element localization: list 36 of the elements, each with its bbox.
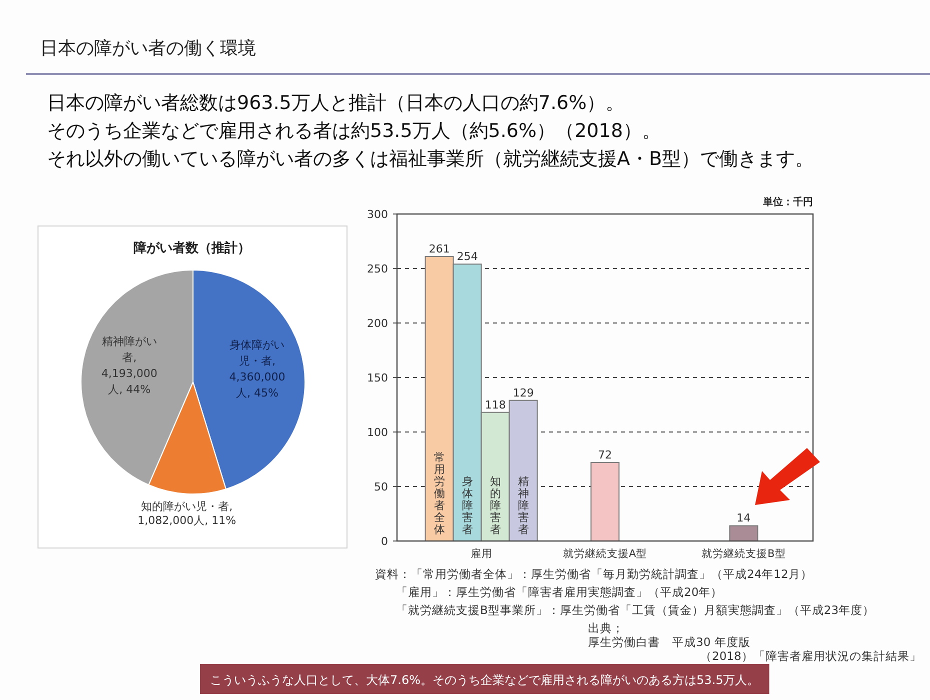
slice-label: 身体障がい児・者, 4,360,000人, 45% xyxy=(229,338,286,400)
y-tick-label: 0 xyxy=(381,535,388,548)
text: 日本の障がい者総数は963.5万人と推計（日本の人口の約7.6%）。 xyxy=(47,92,625,114)
y-tick-label: 250 xyxy=(367,262,388,276)
text: こういうふうな人口として、大体7.6%。そのうち企業などで雇用される障がいのある方は53.5万人。 xyxy=(210,673,760,687)
y-tick-label: 50 xyxy=(374,480,388,494)
text: 資料：「常用労働者全体」：厚生労働省「毎月勤労統計調査」（平成24年12月） xyxy=(375,567,812,581)
data-label: 14 xyxy=(736,512,751,525)
text: 厚生労働白書 平成30 年度版 xyxy=(588,635,750,649)
slice-label: 知的障がい児・者, 1,082,000人, 11% xyxy=(138,500,236,527)
data-label: 261 xyxy=(428,242,450,256)
source-note: 出典； xyxy=(588,621,624,635)
x-tick-label: 雇用 xyxy=(470,547,492,560)
y-axis-title: 単位：千円 xyxy=(762,196,813,208)
series-label: 精神障害者 xyxy=(518,475,529,536)
y-tick-label: 100 xyxy=(367,426,388,439)
y-tick-label: 150 xyxy=(367,372,388,384)
chart-title: 障がい者数（推計） xyxy=(134,240,250,256)
series-label: 常用労働者全体 xyxy=(434,451,445,536)
y-tick-label: 300 xyxy=(367,208,388,221)
text: 日本の障がい者の働く環境 xyxy=(40,38,256,59)
text: そのうち企業などで雇用される者は約53.5万人（約5.6%）（2018）。 xyxy=(47,120,661,142)
data-label: 118 xyxy=(484,398,506,412)
x-tick-label: 就労継続支援B型 xyxy=(702,547,786,560)
text: それ以外の働いている障がい者の多くは福祉事業所（就労継続支援A・B型）で働きます。 xyxy=(47,148,814,170)
series-label: 身体障害者 xyxy=(462,475,473,536)
text: 「雇用」：厚生労働省「障害者雇用実態調査」（平成20年） xyxy=(396,585,723,599)
text: （2018）「障害者雇用状況の集計結果」 xyxy=(700,649,922,663)
series-label: 知的障害者 xyxy=(490,475,501,536)
slice-label: 精神障がい者, 4,193,000人, 44% xyxy=(101,334,158,396)
data-label: 72 xyxy=(598,448,612,462)
x-tick-label: 就労継続支援A型 xyxy=(562,547,648,560)
y-tick-label: 200 xyxy=(367,317,388,330)
data-label: 129 xyxy=(512,386,534,400)
data-label: 254 xyxy=(456,250,478,264)
text: 「就労継続支援B型事業所」：厚生労働省「工賃（賃金）月額実態調査」（平成23年度） xyxy=(396,603,875,617)
